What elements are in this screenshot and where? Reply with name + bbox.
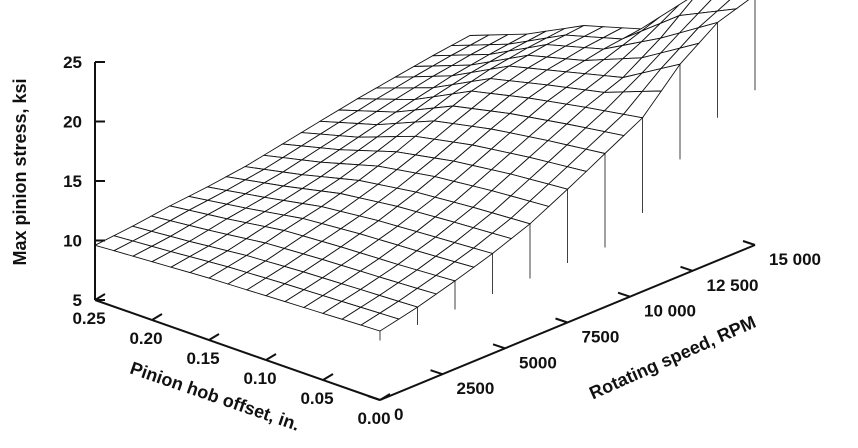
surface-mesh bbox=[93, 0, 756, 341]
x-tick-mark bbox=[265, 353, 277, 361]
y-tick-mark bbox=[680, 265, 693, 272]
y-tick-label: 0 bbox=[394, 405, 403, 424]
z-axis-label: Max pinion stress, ksi bbox=[10, 78, 30, 265]
z-tick-label: 10 bbox=[63, 232, 82, 251]
y-tick-label: 15 000 bbox=[769, 250, 821, 269]
x-tick-mark bbox=[322, 373, 334, 381]
y-tick-label: 12 500 bbox=[707, 276, 759, 295]
z-tick-label: 15 bbox=[63, 172, 82, 191]
z-tick-label: 25 bbox=[63, 53, 82, 72]
x-tick-label: 0.10 bbox=[243, 369, 276, 388]
x-tick-label: 0.25 bbox=[72, 309, 105, 328]
y-tick-mark bbox=[617, 291, 631, 298]
z-tick-label: 5 bbox=[73, 291, 82, 310]
y-tick-mark bbox=[430, 369, 443, 376]
y-tick-mark bbox=[367, 395, 381, 401]
y-ticks: 0 2500 5000 7500 10 000 12 500 15 000 bbox=[367, 240, 821, 424]
z-tick-label: 20 bbox=[63, 113, 82, 132]
y-tick-mark bbox=[492, 343, 506, 350]
y-tick-mark bbox=[742, 240, 756, 246]
x-ticks: 0.25 0.20 0.15 0.10 0.05 0.00 bbox=[72, 293, 391, 428]
x-tick-label: 0.15 bbox=[186, 349, 219, 368]
x-tick-label: 0.00 bbox=[357, 409, 390, 428]
x-tick-label: 0.20 bbox=[129, 329, 162, 348]
y-tick-label: 7500 bbox=[582, 328, 620, 347]
y-tick-label: 10 000 bbox=[644, 302, 696, 321]
x-axis-line bbox=[94, 299, 381, 401]
y-tick-label: 5000 bbox=[519, 353, 557, 372]
x-tick-mark bbox=[208, 333, 220, 341]
y-axis-label: Rotating speed, RPM bbox=[586, 312, 759, 403]
x-tick-label: 0.05 bbox=[300, 389, 333, 408]
y-tick-label: 2500 bbox=[457, 379, 495, 398]
y-tick-mark bbox=[555, 317, 568, 324]
x-tick-mark bbox=[379, 393, 391, 401]
x-tick-mark bbox=[151, 313, 163, 321]
surface-cell bbox=[359, 312, 400, 332]
z-ticks: 5 10 15 20 25 bbox=[63, 53, 105, 310]
x-tick-mark bbox=[94, 293, 106, 301]
